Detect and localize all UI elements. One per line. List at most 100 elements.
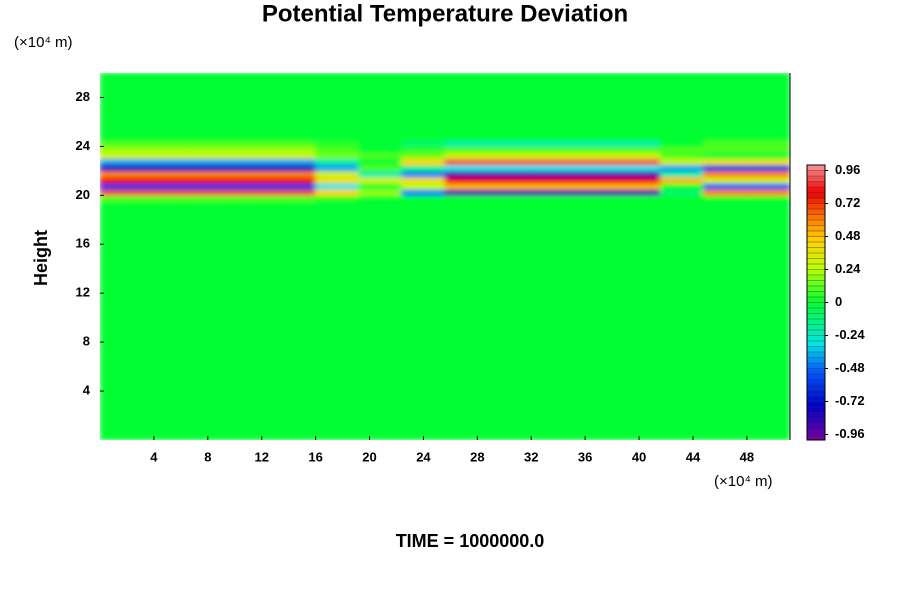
colorbar-swatch — [807, 401, 825, 408]
heatmap-cell — [142, 194, 187, 202]
heatmap-cell — [444, 188, 489, 196]
heatmap-cell — [358, 194, 403, 202]
heatmap-cell — [444, 73, 489, 141]
colorbar-swatch — [807, 341, 825, 347]
colorbar-swatch — [807, 181, 825, 188]
heatmap-cell — [703, 194, 748, 202]
heatmap-cell — [401, 145, 446, 154]
colorbar-swatch — [807, 209, 825, 215]
colorbar-swatch — [807, 258, 825, 265]
heatmap-cell — [358, 145, 403, 154]
heatmap-cell — [573, 170, 618, 178]
x-tick-label: 48 — [740, 449, 754, 464]
axes: 4 8 12 16 20 24 28 32 36 40 44 48481216202428-0.96-… — [76, 73, 865, 464]
x-tick-label: 16 — [308, 449, 322, 464]
heatmap-cell — [185, 158, 230, 166]
heatmap-cell — [272, 139, 317, 147]
heatmap-cell — [746, 152, 790, 160]
colorbar-swatch — [807, 280, 825, 287]
colorbar-swatch — [807, 396, 825, 402]
heatmap-cell — [100, 139, 144, 147]
colorbar-swatch — [807, 297, 825, 303]
x-tick-label: 24 — [416, 449, 431, 464]
heatmap-cell — [272, 158, 317, 166]
heatmap-cell — [228, 152, 273, 160]
heatmap-cell — [401, 158, 446, 166]
colorbar-swatch — [807, 253, 825, 259]
colorbar-swatch — [807, 429, 825, 435]
colorbar-tick-label: -0.48 — [835, 360, 865, 375]
heatmap-cell — [272, 194, 317, 202]
heatmap-cell — [315, 176, 360, 184]
heatmap-cell — [100, 182, 144, 190]
colorbar-swatch — [807, 286, 825, 292]
x-tick-label: 40 — [632, 449, 646, 464]
heatmap-cell — [100, 152, 144, 160]
colorbar-swatch — [807, 203, 825, 210]
heatmap-cell — [142, 200, 187, 440]
colorbar-swatch — [807, 368, 825, 375]
heatmap-cell — [315, 145, 360, 154]
heatmap-cell — [573, 194, 618, 202]
heatmap-cell — [746, 176, 790, 184]
colorbar-tick-label: 0.48 — [835, 228, 860, 243]
y-tick-label: 4 — [83, 383, 91, 398]
colorbar-swatch — [807, 264, 825, 270]
heatmap-cells — [100, 73, 790, 440]
heatmap-cell — [703, 200, 748, 440]
heatmap-cell — [185, 188, 230, 196]
colorbar-swatch — [807, 357, 825, 364]
x-tick-label: 28 — [470, 449, 484, 464]
heatmap-cell — [444, 139, 489, 147]
heatmap-cell — [401, 139, 446, 147]
x-tick-label: 4 — [150, 449, 158, 464]
colorbar-swatch — [807, 374, 825, 380]
heatmap-cell — [272, 152, 317, 160]
heatmap-cell — [358, 152, 403, 160]
colorbar-swatch — [807, 214, 825, 221]
heatmap-cell — [315, 188, 360, 196]
heatmap-cell — [401, 152, 446, 160]
heatmap-cell — [272, 164, 317, 172]
heatmap-cell — [315, 158, 360, 166]
heatmap-cell — [660, 158, 705, 166]
heatmap-cell — [185, 73, 230, 141]
heatmap-cell — [185, 200, 230, 440]
heatmap-cell — [487, 145, 532, 154]
heatmap-cell — [487, 194, 532, 202]
heatmap-cell — [530, 73, 575, 141]
heatmap-cell — [142, 182, 187, 190]
heatmap-cell — [315, 182, 360, 190]
heatmap-cell — [315, 170, 360, 178]
heatmap-cell — [228, 139, 273, 147]
colorbar-tick-label: 0.24 — [835, 261, 861, 276]
heatmap-cell — [703, 73, 748, 141]
heatmap-cell — [100, 176, 144, 184]
heatmap-cell — [100, 73, 144, 141]
heatmap-cell — [358, 176, 403, 184]
x-tick-label: 12 — [254, 449, 268, 464]
colorbar-swatch — [807, 198, 825, 204]
x-tick-label: 20 — [362, 449, 376, 464]
colorbar-swatch — [807, 363, 825, 369]
heatmap-cell — [100, 164, 144, 172]
x-tick-label: 44 — [686, 449, 701, 464]
heatmap-cell — [746, 164, 790, 172]
heatmap-cell — [617, 145, 662, 154]
heatmap-cell — [703, 139, 748, 147]
heatmap — [100, 73, 790, 440]
y-tick-label: 12 — [76, 285, 90, 300]
heatmap-cell — [573, 182, 618, 190]
heatmap-cell — [660, 170, 705, 178]
colorbar-tick-label: 0.96 — [835, 162, 860, 177]
y-tick-label: 28 — [76, 89, 90, 104]
colorbar-swatch — [807, 390, 825, 397]
heatmap-cell — [617, 188, 662, 196]
heatmap-cell — [228, 182, 273, 190]
heatmap-cell — [315, 152, 360, 160]
heatmap-cell — [100, 170, 144, 178]
heatmap-cell — [401, 73, 446, 141]
heatmap-cell — [358, 188, 403, 196]
colorbar-swatch — [807, 407, 825, 413]
heatmap-cell — [617, 170, 662, 178]
